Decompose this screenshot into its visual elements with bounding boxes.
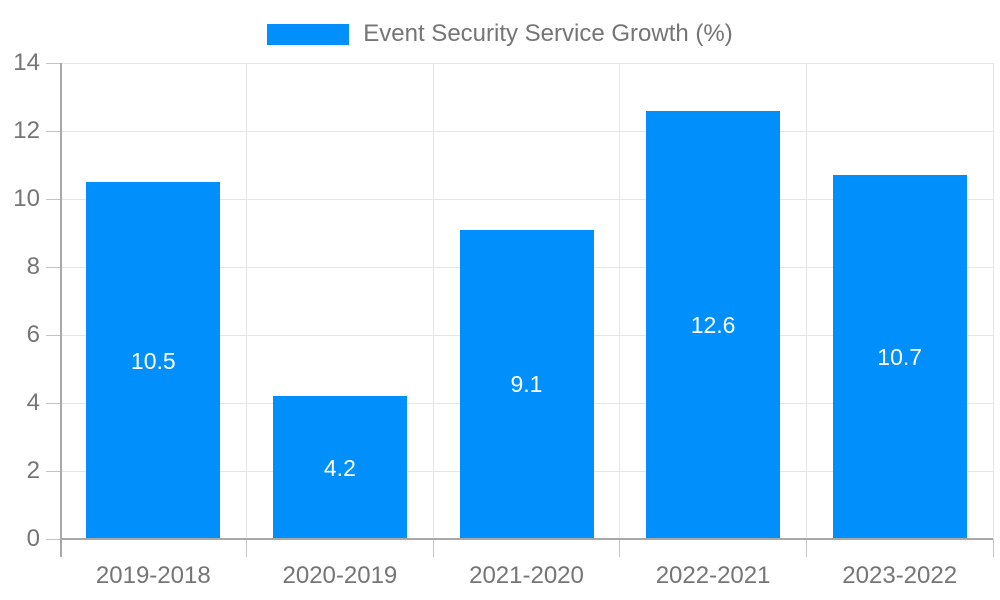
v-gridline — [246, 63, 248, 539]
x-axis-label: 2023-2022 — [842, 562, 958, 589]
y-axis-line — [60, 63, 62, 557]
x-axis-label: 2021-2020 — [469, 562, 584, 589]
bar[interactable] — [272, 396, 407, 539]
y-axis-label: 10 — [13, 185, 40, 212]
y-axis-label: 0 — [26, 525, 40, 552]
bar[interactable] — [646, 110, 781, 539]
bar-value-label: 12.6 — [690, 311, 736, 338]
chart-legend[interactable]: Event Security Service Growth (%) — [0, 20, 1000, 48]
bar-value-label: 4.2 — [323, 454, 356, 481]
legend-swatch — [267, 23, 350, 45]
y-tick — [46, 402, 60, 404]
y-axis-label: 14 — [13, 49, 40, 76]
legend-label: Event Security Service Growth (%) — [363, 20, 733, 47]
y-tick — [46, 198, 60, 200]
v-gridline — [432, 63, 434, 539]
y-axis-label: 4 — [26, 389, 40, 416]
x-axis-label: 2020-2019 — [282, 562, 398, 589]
v-gridline — [992, 63, 994, 539]
bar[interactable] — [832, 175, 967, 539]
y-tick — [46, 538, 60, 540]
x-tick — [805, 539, 807, 557]
x-tick — [432, 539, 434, 557]
y-tick — [46, 470, 60, 472]
y-axis-label: 6 — [26, 321, 40, 348]
bar-value-label: 10.5 — [130, 347, 176, 374]
v-gridline — [805, 63, 807, 539]
bar-value-label: 10.7 — [877, 344, 923, 371]
x-axis-line — [60, 538, 993, 540]
x-tick — [246, 539, 248, 557]
h-gridline — [60, 62, 993, 64]
bar-value-label: 9.1 — [510, 371, 543, 398]
h-gridline — [60, 130, 993, 132]
x-axis-label: 2019-2018 — [95, 562, 211, 589]
h-gridline — [60, 198, 993, 200]
y-axis-label: 8 — [26, 253, 40, 280]
x-axis-label: 2022-2021 — [655, 562, 771, 589]
x-tick — [992, 539, 994, 557]
y-tick — [46, 62, 60, 64]
y-axis-label: 12 — [13, 117, 40, 144]
v-gridline — [619, 63, 621, 539]
y-tick — [46, 130, 60, 132]
bar[interactable] — [86, 182, 221, 539]
bar[interactable] — [459, 229, 594, 539]
y-tick — [46, 266, 60, 268]
x-tick — [619, 539, 621, 557]
y-axis-label: 2 — [26, 457, 40, 484]
y-tick — [46, 334, 60, 336]
